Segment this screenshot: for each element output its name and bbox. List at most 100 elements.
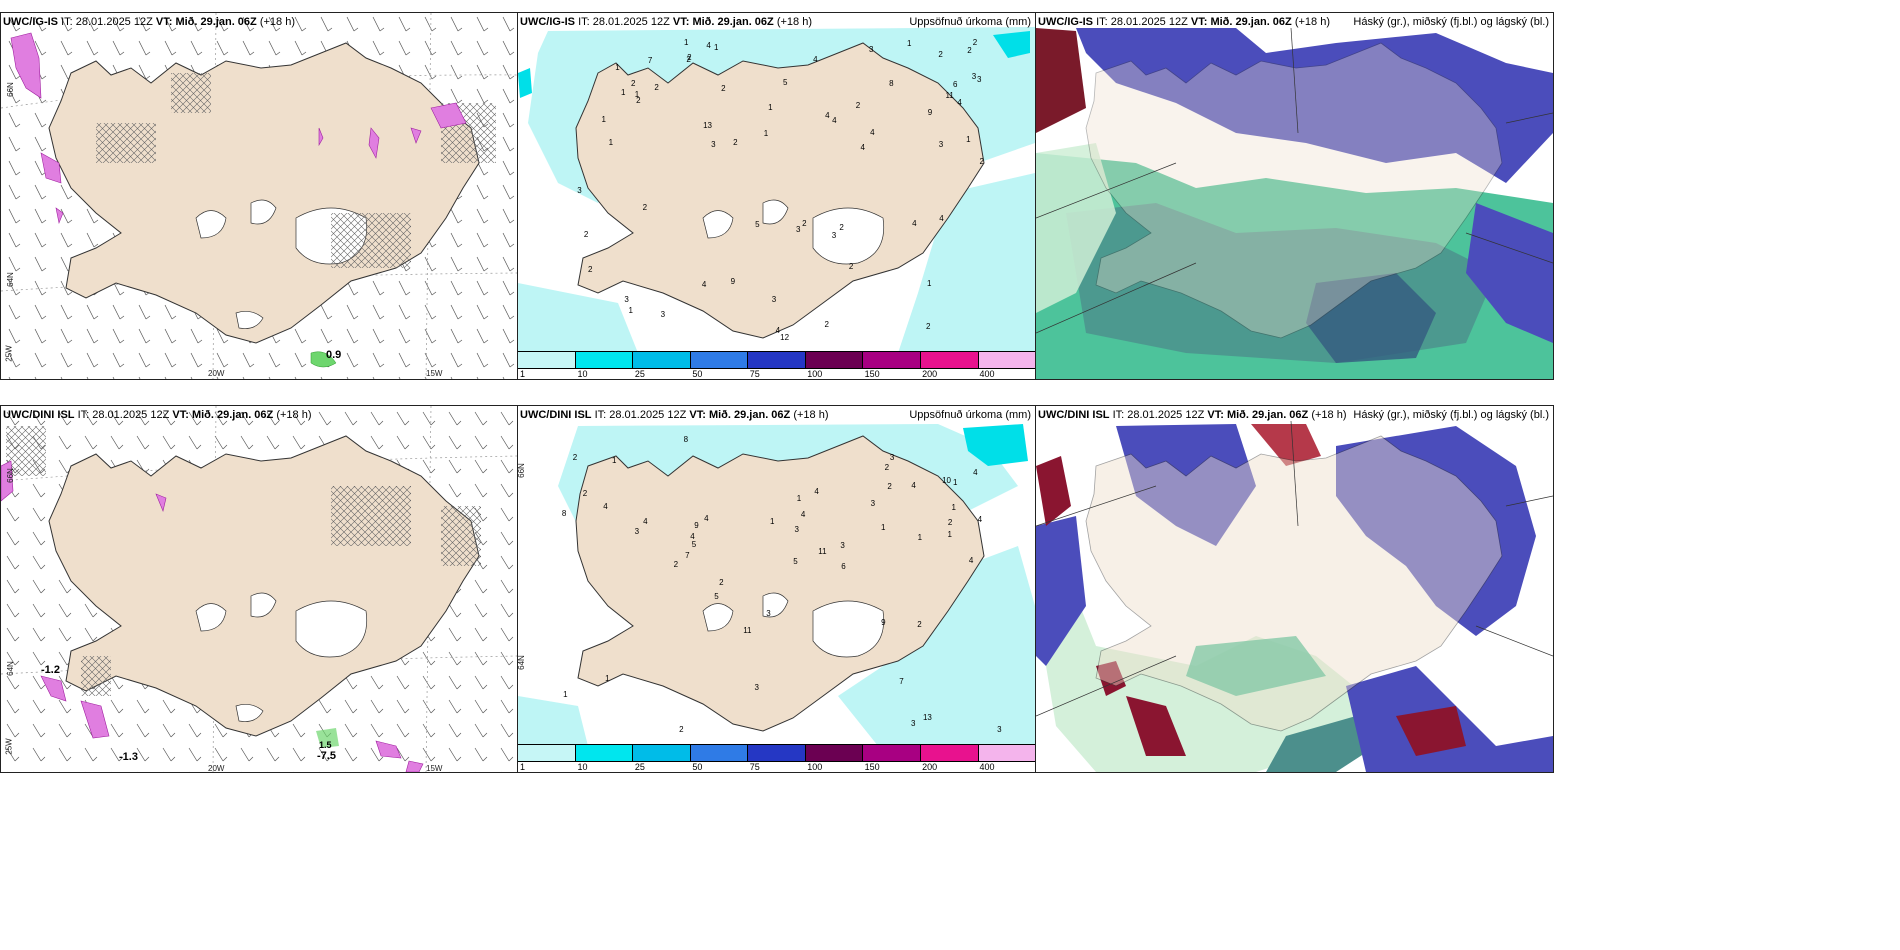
colorbar-swatch [863,352,921,368]
colorbar-tick: 150 [864,369,880,379]
precip-value: 1 [608,137,614,147]
colorbar-swatch [978,352,1035,368]
colorbar-tick: 400 [979,762,995,772]
precip-value: 6 [953,79,958,89]
panel-right-title: Háský (gr.), miðský (fj.bl.) og lágský (… [1353,16,1549,28]
precip-value: 1 [684,38,689,48]
precip-value: 11 [743,625,752,635]
precip-value: 2 [733,138,738,148]
precip-value: 1 [770,516,775,526]
panel-header: UWC/IG-IS IT: 28.01.2025 12Z VT: Mið. 29… [3,16,295,28]
lat-label: 64N [517,655,526,670]
map-panel-dini-wind: UWC/DINI ISL IT: 28.01.2025 12Z VT: Mið.… [0,405,518,773]
precip-value: 2 [824,319,829,329]
value-label: -1.2 [41,664,60,676]
precip-value: 13 [922,713,932,723]
cloud-map [1036,406,1553,772]
precip-value: 9 [730,277,736,287]
colorbar-tick: 25 [634,762,645,772]
value-label: -7.5 [317,750,336,762]
precip-value: 4 [643,517,648,527]
colorbar-tick: 100 [807,369,823,379]
value-label: 1.5 [319,740,332,750]
precip-value: 9 [927,108,933,118]
precip-value: 1 [947,529,952,539]
precip-value: 8 [889,79,894,89]
precip-value: 2 [654,83,659,93]
colorbar-tick: 10 [577,762,588,772]
colorbar-tick: 100 [807,762,823,772]
precip-value: 10 [942,475,951,485]
precip-value: 2 [802,218,807,228]
precip-value: 1 [601,114,606,124]
colorbar-swatch [920,745,979,761]
colorbar-swatch [690,745,749,761]
colorbar-swatch [920,352,979,368]
map-panel-ig-precip: UWC/IG-IS IT: 28.01.2025 12Z VT: Mið. 29… [517,12,1036,380]
precip-value: 4 [800,509,806,519]
precip-value: 4 [870,128,875,138]
precip-value: 1 [615,62,620,72]
precip-value: 4 [957,98,962,108]
lon-label: 20W [208,369,225,378]
colorbar-swatch [748,745,806,761]
panel-header: UWC/DINI ISL IT: 28.01.2025 12Z VT: Mið.… [1038,409,1347,421]
precip-value: 2 [938,50,943,60]
precip-value: 8 [561,508,567,518]
precip-value: 1 [628,305,633,315]
precip-value: 3 [840,541,845,551]
precip-value: 2 [887,481,892,491]
precip-value: 3 [624,295,629,305]
colorbar-tick: 400 [979,369,995,379]
precip-value: 2 [642,203,648,213]
cloud-map [1036,13,1553,379]
precip-value: 2 [848,262,854,271]
precip-value: 2 [631,79,636,89]
colorbar-tick: 50 [692,369,703,379]
lon-label: 15W [426,369,443,378]
precip-value: 2 [572,453,578,463]
precip-value: 4 [939,214,944,224]
precip-value: 4 [701,279,707,289]
precip-value: 3 [795,224,801,234]
precip-value: 2 [972,38,978,48]
precip-value: 1 [880,523,886,533]
precip-value: 1 [951,502,956,512]
colorbar-tick: 50 [692,762,703,772]
lat-label: 64N [5,272,15,287]
precip-value: 4 [968,556,974,566]
precip-value: 1 [966,135,971,145]
colorbar-swatch [575,745,634,761]
colorbar-swatch [633,745,691,761]
value-label: 0.9 [326,349,342,361]
colorbar-tick: 1 [520,369,526,379]
precip-value: 9 [694,521,699,531]
precip-value: 4 [825,110,830,120]
map-panel-ig-clouds: UWC/IG-IS IT: 28.01.2025 12Z VT: Mið. 29… [1035,12,1554,380]
precip-value: 2 [979,156,984,166]
colorbar-swatch [805,352,864,368]
precip-value: 2 [686,54,691,64]
precip-value: 5 [783,78,788,88]
precip-value: 2 [679,724,684,734]
precip-value: 4 [814,486,819,496]
colorbar-tick: 1 [520,762,526,772]
precip-value: 1 [563,690,568,700]
precip-value: 1 [714,42,719,52]
value-label: -1.3 [119,751,138,763]
colorbar-tick: 200 [922,369,938,379]
precip-value: 5 [755,219,760,229]
precip-value: 4 [813,55,818,65]
precip-value: 1 [796,494,802,503]
panel-right-title: Háský (gr.), miðský (fj.bl.) og lágský (… [1353,409,1549,421]
colorbar-swatch [690,352,749,368]
lat-label: 66N [517,463,526,478]
wind-map [1,406,517,772]
precip-value: 4 [832,116,837,126]
precip-value: 4 [973,468,978,478]
precip-value: 4 [706,41,711,51]
precip-value: 3 [938,140,944,150]
precip-value: 13 [703,120,712,130]
precip-colorbar: 1 10 25 50 75 100 150 200 400 [518,744,1035,772]
precip-value: 3 [977,74,982,84]
